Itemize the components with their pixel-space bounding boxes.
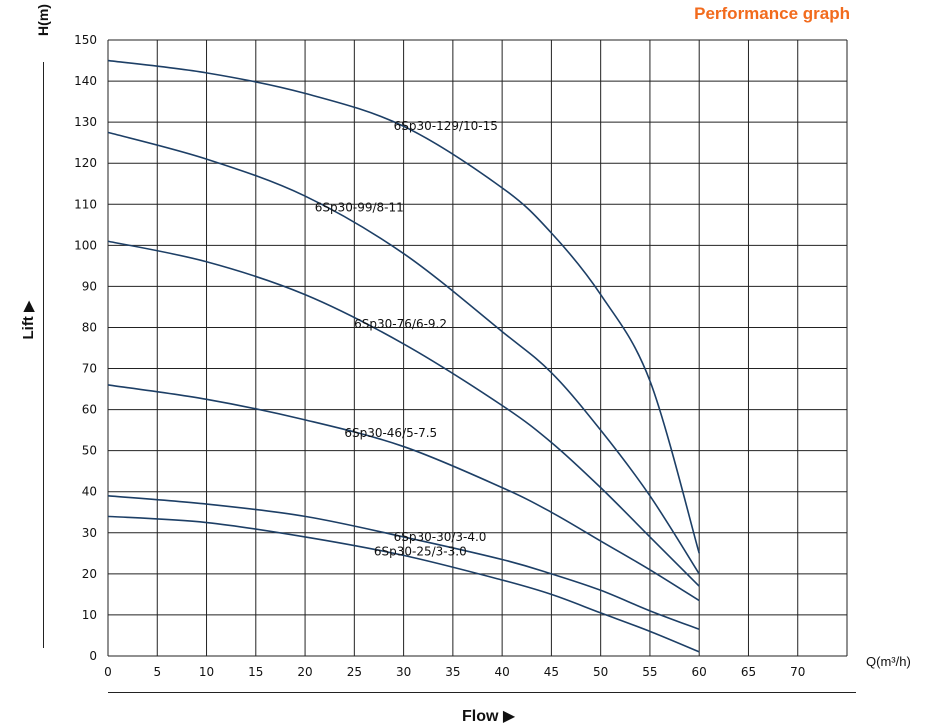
- y-tick-label: 10: [82, 608, 97, 622]
- y-tick-label: 140: [74, 74, 97, 88]
- series-label: 6Sp30-76/6-9.2: [354, 317, 447, 331]
- x-axis-unit-label: Q(m³/h): [866, 654, 911, 669]
- y-tick-label: 130: [74, 115, 97, 129]
- x-tick-label: 5: [153, 665, 161, 679]
- x-tick-label: 65: [741, 665, 756, 679]
- x-tick-label: 0: [104, 665, 112, 679]
- x-tick-label: 10: [199, 665, 214, 679]
- x-tick-label: 30: [396, 665, 411, 679]
- series-line: [107, 495, 700, 631]
- series-line: [107, 131, 700, 575]
- x-tick-label: 70: [790, 665, 805, 679]
- x-tick-label: 55: [642, 665, 657, 679]
- series-line: [107, 240, 700, 587]
- y-tick-label: 60: [82, 403, 97, 417]
- series-label: 6Sp30-99/8-11: [315, 201, 404, 215]
- x-tick-label: 20: [297, 665, 312, 679]
- x-tick-label: 25: [347, 665, 362, 679]
- y-tick-label: 90: [82, 279, 97, 293]
- x-tick-label: 45: [544, 665, 559, 679]
- x-axis-label-text: Flow: [462, 708, 499, 725]
- x-axis-label: Flow ▶: [462, 708, 516, 725]
- y-tick-label: 0: [89, 649, 97, 663]
- y-tick-label: 100: [74, 238, 97, 252]
- y-tick-label: 40: [82, 485, 97, 499]
- series-label: 6Sp30-129/10-15: [394, 119, 498, 133]
- series-line: [107, 515, 700, 653]
- y-tick-label: 80: [82, 320, 97, 334]
- series-label: 6Sp30-25/3-3.0: [374, 545, 467, 559]
- y-tick-label: 20: [82, 567, 97, 581]
- x-tick-label: 35: [445, 665, 460, 679]
- x-tick-label: 60: [692, 665, 707, 679]
- series-line: [107, 384, 700, 602]
- y-tick-label: 120: [74, 156, 97, 170]
- y-tick-label: 70: [82, 362, 97, 376]
- x-axis-rule: [108, 692, 856, 693]
- x-tick-label: 40: [494, 665, 509, 679]
- y-tick-label: 150: [74, 33, 97, 47]
- y-axis-rule: [43, 62, 44, 648]
- series-label: 6Sp30-46/5-7.5: [344, 426, 437, 440]
- chart-title: Performance graph: [694, 4, 850, 23]
- y-tick-label: 110: [74, 197, 97, 211]
- series-label: 6Sp30-30/3-4.0: [394, 530, 487, 544]
- x-tick-label: 50: [593, 665, 608, 679]
- y-tick-label: 30: [82, 526, 97, 540]
- series-line: [107, 59, 700, 554]
- x-tick-label: 15: [248, 665, 263, 679]
- y-tick-label: 50: [82, 444, 97, 458]
